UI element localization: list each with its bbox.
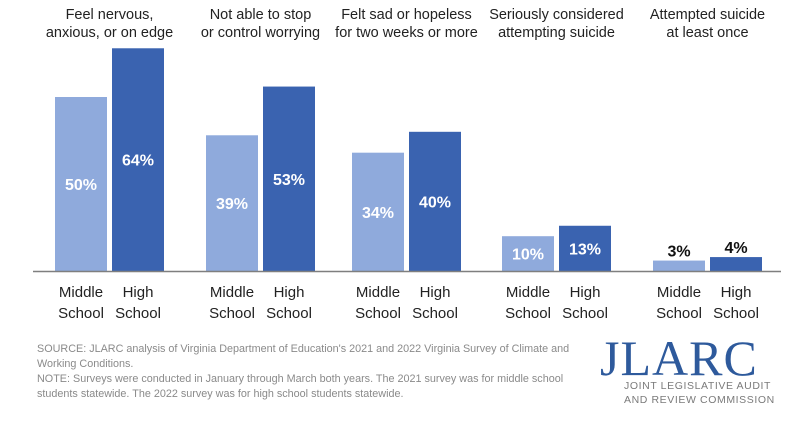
x-tick-label: School [209,305,255,322]
bar-high-school [710,257,762,271]
value-label: 40% [419,194,451,211]
jlarc-logo: JLARC JOINT LEGISLATIVE AUDIT AND REVIEW… [598,330,798,414]
category-title-line: or control worrying [200,25,321,41]
x-tick-label: High [123,284,154,301]
x-tick-label: Middle [210,284,254,301]
x-tick-label: School [562,305,608,322]
value-label: 10% [512,247,544,264]
x-tick-label: School [713,305,759,322]
x-tick-label: Middle [657,284,701,301]
chart-footer: SOURCE: JLARC analysis of Virginia Depar… [37,342,577,402]
value-label: 4% [724,240,747,257]
category-title-line: Attempted suicide [649,7,766,23]
x-tick-label: High [274,284,305,301]
x-tick-label: Middle [59,284,103,301]
bar-middle-school [653,260,705,271]
category-title-line: at least once [666,25,749,41]
x-tick-label: Middle [506,284,550,301]
bar-high-school [409,131,461,271]
x-tick-label: School [115,305,161,322]
logo-wordmark: JLARC [600,330,758,386]
category-title-line: Felt sad or hopeless [341,7,472,23]
x-tick-label: Middle [356,284,400,301]
x-tick-label: School [412,305,458,322]
value-label: 13% [569,241,601,258]
logo-line-1: JOINT LEGISLATIVE AUDIT [624,380,772,392]
value-label: 64% [122,153,154,170]
x-tick-label: School [505,305,551,322]
x-tick-label: High [420,284,451,301]
category-title-line: anxious, or on edge [45,25,174,41]
category-title: Felt sad or hopeless for two weeks or mor… [332,6,482,42]
x-tick-label: High [721,284,752,301]
category-title: Seriously considered attempting suicide [482,6,632,42]
x-tick-label: School [58,305,104,322]
value-label: 3% [667,244,690,261]
category-title-line: Feel nervous, [65,7,154,23]
category-title-line: for two weeks or more [335,25,478,41]
x-tick-label: School [355,305,401,322]
logo-line-2: AND REVIEW COMMISSION [624,394,775,406]
bar-chart: 50% Middle School 64% High School 39% Middle Sch… [33,48,781,322]
bar-high-school [263,86,315,271]
x-tick-label: School [656,305,702,322]
x-tick-label: School [266,305,312,322]
category-title-line: attempting suicide [498,25,615,41]
methodology-note: NOTE: Surveys were conducted in January … [37,373,564,400]
source-note: SOURCE: JLARC analysis of Virginia Depar… [37,343,570,370]
bar-high-school [112,48,164,271]
x-tick-label: High [570,284,601,301]
bar-middle-school [352,152,404,271]
category-title: Not able to stop or control worrying [186,6,336,42]
category-title: Attempted suicide at least once [633,6,783,42]
bar-middle-school [55,97,107,271]
category-title-line: Not able to stop [209,7,312,23]
bar-high-school [559,225,611,271]
bar-middle-school [206,135,258,271]
value-label: 50% [65,177,97,194]
value-label: 39% [216,196,248,213]
bar-middle-school [502,236,554,271]
category-title: Feel nervous, anxious, or on edge [35,6,185,42]
value-label: 34% [362,205,394,222]
category-title-line: Seriously considered [489,7,624,23]
value-label: 53% [273,172,305,189]
